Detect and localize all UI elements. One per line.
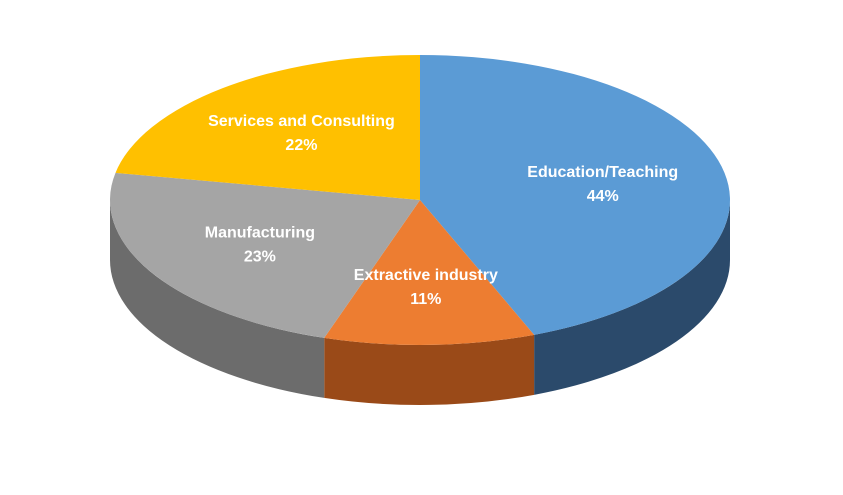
value-label: 22% xyxy=(285,137,317,154)
slice xyxy=(420,55,730,335)
value-label: 44% xyxy=(587,188,619,205)
slice-label: Extractive industry xyxy=(354,267,498,284)
slice-label: Services and Consulting xyxy=(208,113,395,130)
slice-side xyxy=(324,334,535,406)
slice-label: Manufacturing xyxy=(205,225,315,242)
slice xyxy=(115,55,420,200)
value-label: 23% xyxy=(244,249,276,266)
slice-side xyxy=(534,200,730,395)
slice xyxy=(324,200,535,345)
slice xyxy=(109,172,420,338)
slice-side xyxy=(110,200,325,398)
value-label: 11% xyxy=(410,291,441,308)
slice-label: Education/Teaching xyxy=(527,164,678,181)
